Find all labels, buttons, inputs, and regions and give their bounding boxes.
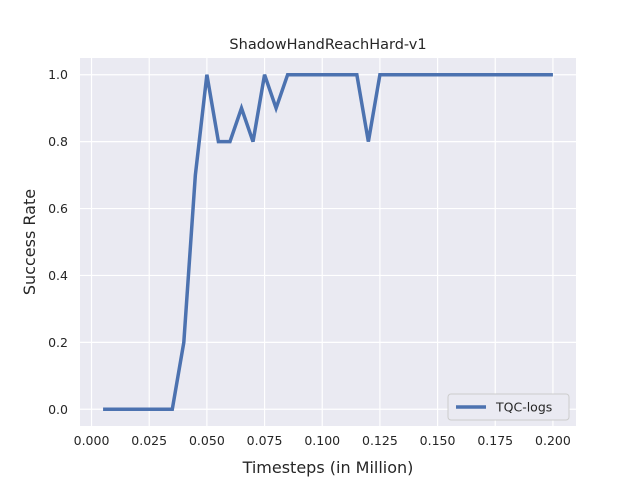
x-tick-label: 0.075 — [247, 433, 283, 448]
y-tick-label: 0.8 — [48, 134, 68, 149]
x-tick-label: 0.175 — [477, 433, 513, 448]
x-axis-label: Timesteps (in Million) — [242, 458, 414, 477]
y-ticks: 0.0 0.2 0.4 0.6 0.8 1.0 — [48, 67, 68, 417]
y-tick-label: 0.2 — [48, 335, 68, 350]
legend: TQC-logs — [447, 393, 570, 421]
chart-title: ShadowHandReachHard-v1 — [229, 37, 426, 53]
x-tick-label: 0.000 — [74, 433, 110, 448]
x-tick-label: 0.050 — [189, 433, 225, 448]
y-tick-label: 0.6 — [48, 201, 68, 216]
plot-background — [80, 58, 576, 426]
legend-box — [447, 393, 570, 421]
y-axis-label: Success Rate — [20, 189, 39, 295]
x-tick-label: 0.100 — [304, 433, 340, 448]
x-tick-label: 0.025 — [131, 433, 167, 448]
y-tick-label: 0.0 — [48, 402, 68, 417]
x-tick-label: 0.200 — [535, 433, 571, 448]
legend-label-tqc-logs: TQC-logs — [495, 400, 552, 415]
x-tick-label: 0.125 — [362, 433, 398, 448]
grid — [80, 58, 576, 426]
y-tick-label: 0.4 — [48, 268, 68, 283]
series-line-0 — [103, 72, 553, 412]
y-tick-label: 1.0 — [48, 67, 68, 82]
x-tick-label: 0.150 — [420, 433, 456, 448]
x-ticks: 0.000 0.025 0.050 0.075 0.100 0.125 0.150 0.175… — [74, 433, 571, 448]
series-layer — [103, 72, 553, 412]
